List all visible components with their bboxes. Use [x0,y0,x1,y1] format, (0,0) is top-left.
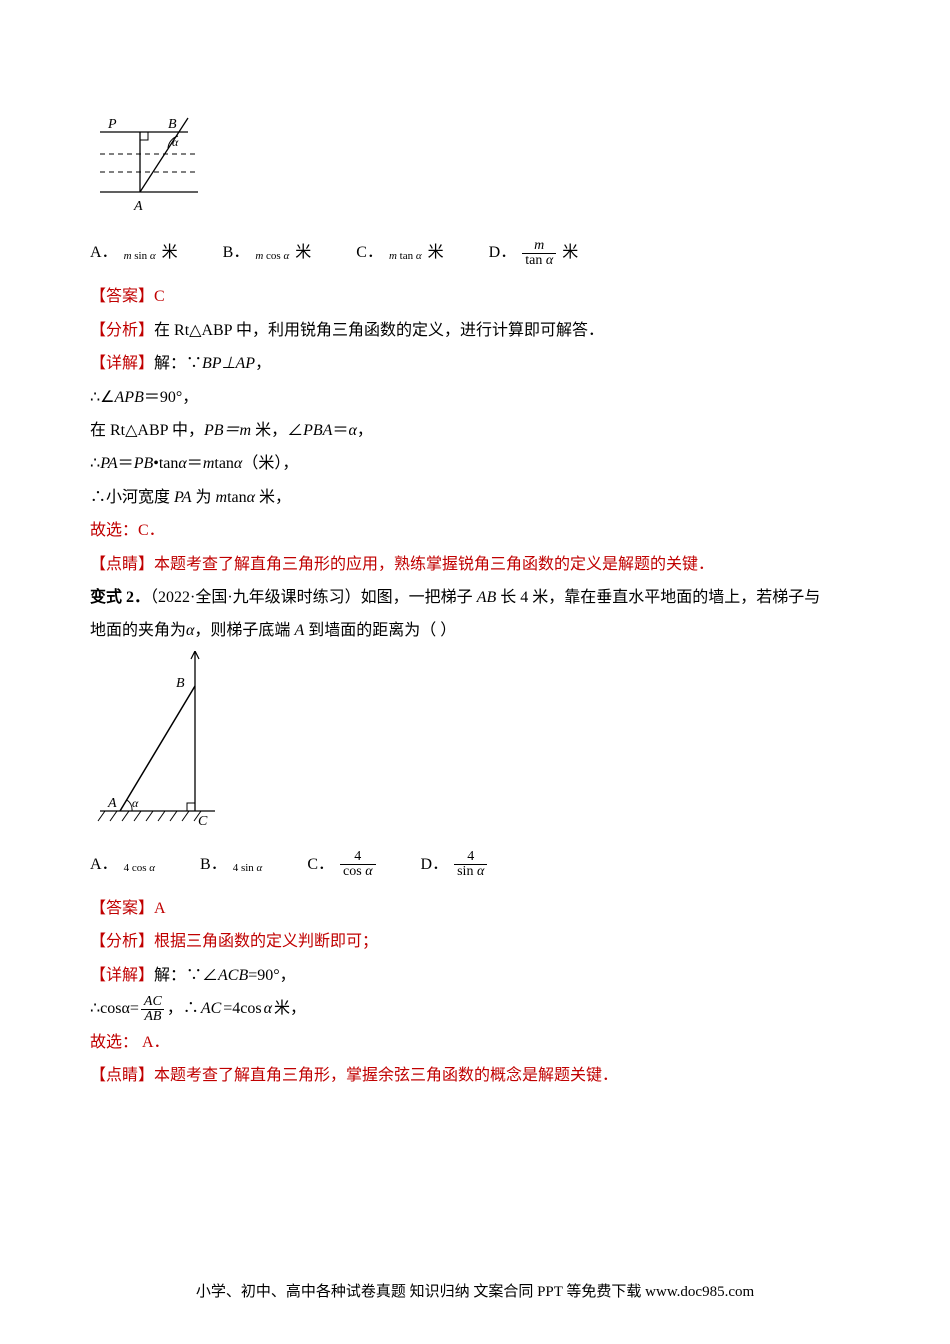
q2-stem: 变式 2．（2022·全国·九年级课时练习）如图，一把梯子 AB 长 4 米，靠… [90,583,865,613]
q2-options: A． 4 cos α B． 4 sin α C． 4 cos α D． 4 si… [90,850,865,880]
q2-detail-2: ∴cosα= AC AB ，∴AC=4cosα 米， [90,994,865,1024]
q2-option-A: A． 4 cos α [90,850,155,880]
q1-option-A: A． m sin α 米 [90,238,178,268]
river-diagram-svg: α P B A [90,114,210,224]
q1-option-B: B． m cos α 米 [223,238,312,268]
opt-label: B． [200,850,227,880]
unit: 米 [295,238,311,268]
unit: 米 [428,238,444,268]
q2-option-D: D． 4 sin α [421,850,488,880]
q2-answer: 【答案】A [90,894,865,924]
label-P: P [107,117,117,132]
q1-detail-3: 在 Rt△ABP 中，PB＝m 米，∠PBA＝α， [90,416,865,446]
opt-frac: 4 sin α [454,850,487,879]
q2-stem-2: 地面的夹角为α，则梯子底端 A 到墙面的距离为（ ） [90,616,865,646]
opt-expr: m tan α [389,239,422,267]
q2-analysis: 【分析】根据三角函数的定义判断即可； [90,927,865,957]
q1-answer: 【答案】C [90,282,865,312]
page-footer: 小学、初中、高中各种试卷真题 知识归纳 文案合同 PPT 等免费下载 www.d… [0,1278,950,1307]
q2-option-B: B． 4 sin α [200,850,262,880]
opt-frac: m tan α [522,239,556,268]
figure-ladder: α A B C [90,651,865,836]
label-C2: C [198,814,208,829]
unit: 米 [562,238,578,268]
figure-river: α P B A [90,114,865,224]
label-B: B [168,117,177,132]
q2-conclude: 故选： A． [90,1028,865,1058]
q2-dianjing: 【点睛】本题考查了解直角三角形，掌握余弦三角函数的概念是解题关键． [90,1061,865,1091]
unit: 米 [162,238,178,268]
q1-detail-4: ∴PA＝PB•tanα＝mtanα（米）， [90,449,865,479]
opt-label: C． [307,850,334,880]
label-A: A [133,199,143,214]
q1-detail-2: ∴∠APB＝90°， [90,383,865,413]
alpha2: α [132,796,139,810]
q1-detail-5: ∴小河宽度 PA 为 mtanα 米， [90,483,865,513]
opt-expr: m cos α [255,239,289,267]
opt-label: C． [356,238,383,268]
ladder-diagram-svg: α A B C [90,651,220,836]
label-B2: B [176,676,185,691]
opt-label: B． [223,238,250,268]
alpha-label: α [172,135,179,149]
opt-expr: 4 cos α [124,851,155,879]
opt-expr: m sin α [124,239,156,267]
opt-label: D． [489,238,517,268]
opt-label: A． [90,850,118,880]
q2-detail-1: 【详解】解：∵∠ACB=90°， [90,961,865,991]
q1-analysis: 【分析】在 Rt△ABP 中，利用锐角三角函数的定义，进行计算即可解答． [90,316,865,346]
q1-detail-1: 【详解】解：∵BP⊥AP， [90,349,865,379]
q1-option-C: C． m tan α 米 [356,238,443,268]
opt-label: D． [421,850,449,880]
q2-option-C: C． 4 cos α [307,850,375,880]
label-A2: A [107,796,117,811]
q1-conclude: 故选：C． [90,516,865,546]
q1-options: A． m sin α 米 B． m cos α 米 C． m tan α 米 D… [90,238,865,268]
opt-expr: 4 sin α [233,851,263,879]
opt-label: A． [90,238,118,268]
q1-dianjing: 【点睛】本题考查了解直角三角形的应用，熟练掌握锐角三角函数的定义是解题的关键． [90,550,865,580]
q1-option-D: D． m tan α 米 [489,238,579,268]
opt-frac: 4 cos α [340,850,376,879]
